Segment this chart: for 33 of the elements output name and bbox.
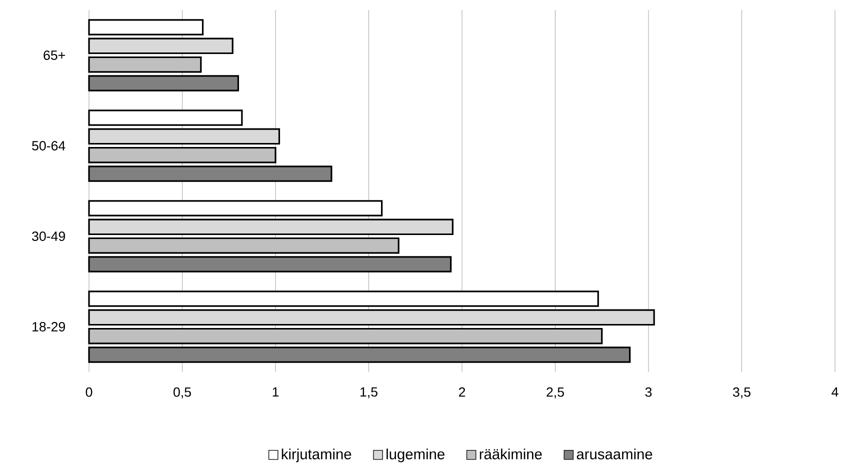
bar <box>88 218 454 236</box>
legend-label: rääkimine <box>480 448 542 460</box>
bar <box>88 328 603 344</box>
bar <box>88 200 383 216</box>
legend-label: lugemine <box>386 448 444 462</box>
y-tick-label: 30-49 <box>32 232 66 241</box>
x-tick-label: 1,5 <box>360 387 378 398</box>
bar <box>88 146 276 164</box>
x-tick-label: 2,5 <box>546 387 564 398</box>
legend-label: kirjutamine <box>282 448 352 462</box>
x-tick-label: 0 <box>86 387 92 397</box>
y-tick-label: 50-64 <box>32 141 66 150</box>
bar <box>88 19 204 36</box>
bar <box>88 166 332 182</box>
legend-label: arusaamine <box>576 448 652 460</box>
bar <box>88 237 400 254</box>
bar <box>88 56 202 73</box>
x-tick-label: 0,5 <box>174 387 191 398</box>
x-tick-label: 3,5 <box>732 387 750 398</box>
x-tick-label: 1 <box>272 387 279 397</box>
y-tick-label: 65+ <box>44 50 65 60</box>
x-tick-label: 3 <box>645 387 652 397</box>
bar <box>88 256 452 272</box>
bar <box>88 290 599 307</box>
y-tick-label: 18-29 <box>32 322 66 332</box>
x-tick-label: 4 <box>832 387 838 397</box>
bar <box>88 346 631 363</box>
x-tick-label: 2 <box>458 387 466 397</box>
bar <box>88 128 280 145</box>
bar <box>88 110 243 126</box>
bar <box>88 38 234 54</box>
bar <box>88 75 240 92</box>
bar <box>88 309 655 326</box>
